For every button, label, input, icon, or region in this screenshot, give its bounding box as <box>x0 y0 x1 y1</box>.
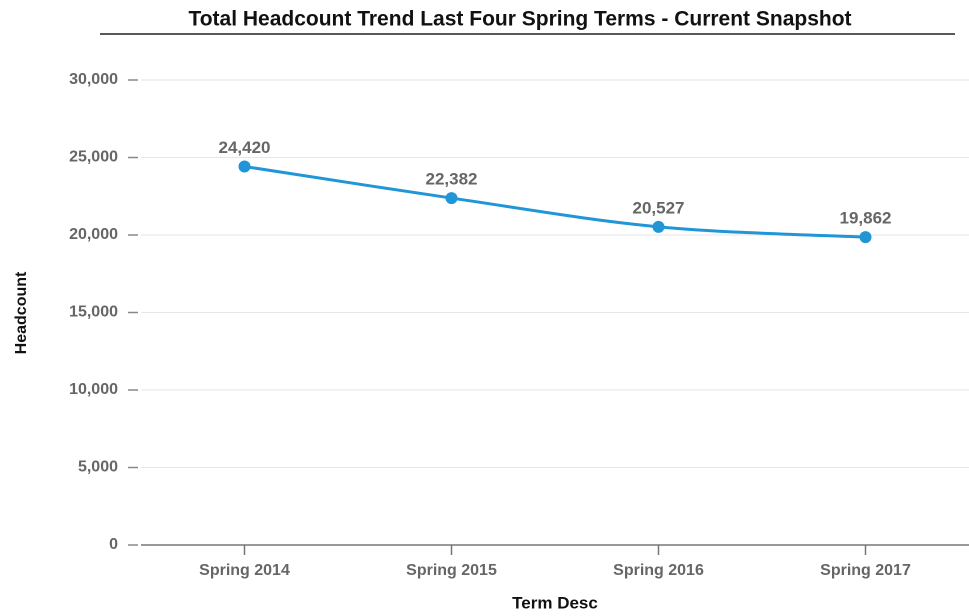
point <box>238 160 251 173</box>
chart-title: Total Headcount Trend Last Four Spring T… <box>188 8 851 31</box>
point <box>652 220 665 233</box>
y-tick-label: 25,000 <box>69 149 118 166</box>
x-axis-label: Term Desc <box>512 593 598 612</box>
y-tick-label: 20,000 <box>69 226 118 243</box>
data-label: 19,862 <box>840 209 892 228</box>
y-tick-label: 15,000 <box>69 304 118 321</box>
data-label: 20,527 <box>633 198 685 217</box>
y-axis-label: Headcount <box>13 271 30 354</box>
y-tick-label: 5,000 <box>78 459 118 476</box>
x-tick-label: Spring 2014 <box>199 562 290 579</box>
line <box>244 165 866 239</box>
x-tick-label: Spring 2017 <box>820 562 911 579</box>
y-tick-label: 0 <box>109 536 118 553</box>
y-tick-label: 10,000 <box>69 381 118 398</box>
x-tick-label: Spring 2016 <box>613 562 704 579</box>
data-label: 22,382 <box>426 170 478 189</box>
point <box>445 192 458 205</box>
point <box>859 231 872 244</box>
x-tick-label: Spring 2015 <box>406 562 497 579</box>
y-tick-label: 30,000 <box>69 71 118 88</box>
data-label: 24,420 <box>219 138 271 157</box>
